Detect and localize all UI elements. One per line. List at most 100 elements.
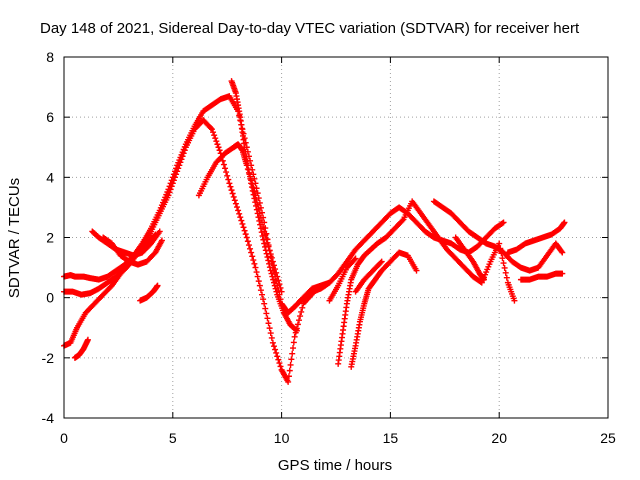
- y-tick-label: 0: [46, 290, 54, 306]
- data-point: [247, 175, 254, 182]
- x-tick-label: 0: [60, 430, 68, 446]
- data-point: [252, 264, 259, 271]
- data-point: [297, 313, 304, 320]
- data-point: [559, 249, 566, 256]
- data-point: [256, 217, 263, 224]
- data-point: [250, 191, 257, 198]
- data-point: [263, 236, 270, 243]
- data-point: [257, 287, 264, 294]
- data-point: [237, 214, 244, 221]
- data-point: [240, 224, 247, 231]
- data-points: [61, 78, 568, 385]
- data-point: [173, 171, 180, 178]
- data-point: [500, 219, 507, 226]
- data-point: [289, 350, 296, 357]
- data-point: [232, 200, 239, 207]
- series-track-p: [504, 219, 568, 256]
- data-point: [214, 141, 221, 148]
- data-point: [285, 378, 292, 385]
- data-point: [261, 240, 268, 247]
- data-point: [377, 259, 384, 266]
- data-point: [351, 256, 358, 263]
- data-point: [276, 281, 283, 288]
- data-point: [257, 225, 264, 232]
- data-point: [248, 249, 255, 256]
- data-point: [167, 186, 174, 193]
- series-track-d: [71, 336, 91, 361]
- data-point: [233, 204, 240, 211]
- data-point: [290, 345, 297, 352]
- data-point: [243, 153, 250, 160]
- data-point: [288, 356, 295, 363]
- data-point: [245, 166, 252, 173]
- data-point: [500, 260, 507, 267]
- data-point: [253, 202, 260, 209]
- data-point: [269, 339, 276, 346]
- axis-ticks: 0 5 10 15 20 25 -4 -2 0 2 4 6 8: [42, 49, 616, 446]
- data-point: [171, 174, 178, 181]
- data-point: [245, 242, 252, 249]
- x-tick-label: 25: [600, 430, 616, 446]
- data-point: [178, 156, 185, 163]
- data-point: [272, 285, 279, 292]
- series-track-j: [291, 204, 507, 310]
- data-point: [299, 304, 306, 311]
- series-track-m: [326, 255, 359, 304]
- data-point: [244, 157, 251, 164]
- data-point: [378, 258, 385, 265]
- series-track-r: [452, 234, 487, 283]
- data-point: [247, 245, 254, 252]
- data-point: [273, 349, 280, 356]
- data-point: [262, 243, 269, 250]
- data-point: [249, 187, 256, 194]
- data-point: [226, 180, 233, 187]
- data-point: [352, 255, 359, 262]
- data-point: [259, 291, 266, 298]
- data-point: [266, 325, 273, 332]
- data-point: [175, 165, 182, 172]
- x-tick-label: 15: [383, 430, 399, 446]
- data-point: [278, 288, 285, 295]
- data-point: [270, 279, 277, 286]
- data-point: [558, 248, 565, 255]
- data-point: [294, 321, 301, 328]
- data-point: [559, 270, 566, 277]
- data-point: [265, 257, 272, 264]
- data-point: [270, 262, 277, 269]
- data-point: [501, 264, 508, 271]
- data-point: [290, 339, 297, 346]
- data-point: [211, 132, 218, 139]
- data-point: [228, 187, 235, 194]
- x-tick-label: 20: [491, 430, 507, 446]
- data-point: [260, 236, 267, 243]
- data-point: [256, 282, 263, 289]
- data-point: [177, 159, 184, 166]
- chart-title: Day 148 of 2021, Sidereal Day-to-day VTE…: [40, 20, 580, 37]
- data-point: [242, 148, 249, 155]
- y-tick-label: 4: [46, 169, 54, 185]
- y-tick-label: -4: [42, 410, 55, 426]
- data-point: [264, 239, 271, 246]
- data-point: [276, 360, 283, 367]
- data-point: [268, 270, 275, 277]
- data-point: [241, 227, 248, 234]
- data-point: [293, 327, 300, 334]
- data-point: [265, 320, 272, 327]
- data-point: [216, 147, 223, 154]
- data-point: [219, 157, 226, 164]
- data-point: [254, 273, 261, 280]
- data-point: [499, 220, 506, 227]
- data-point: [158, 237, 165, 244]
- data-point: [154, 282, 161, 289]
- data-point: [248, 184, 255, 191]
- data-point: [241, 144, 248, 151]
- data-point: [180, 150, 187, 157]
- data-point: [235, 207, 242, 214]
- x-tick-label: 10: [274, 430, 290, 446]
- data-point: [166, 189, 173, 196]
- data-point: [222, 165, 229, 172]
- data-point: [275, 356, 282, 363]
- data-point: [271, 282, 278, 289]
- data-point: [242, 231, 249, 238]
- data-point: [165, 192, 172, 199]
